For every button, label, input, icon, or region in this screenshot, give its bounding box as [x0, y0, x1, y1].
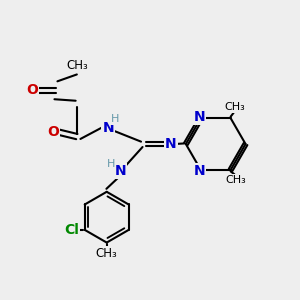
Text: CH₃: CH₃ [66, 59, 88, 72]
Text: N: N [102, 121, 114, 135]
Text: CH₃: CH₃ [226, 175, 246, 185]
Text: N: N [114, 164, 126, 178]
Text: H: H [107, 159, 116, 169]
Text: H: H [111, 114, 119, 124]
Text: CH₃: CH₃ [225, 102, 245, 112]
Text: CH₃: CH₃ [96, 248, 118, 260]
Text: N: N [194, 110, 205, 124]
Text: N: N [194, 164, 205, 178]
Text: O: O [47, 125, 59, 139]
Text: N: N [165, 137, 177, 151]
Text: Cl: Cl [64, 223, 79, 237]
Text: O: O [26, 83, 38, 97]
